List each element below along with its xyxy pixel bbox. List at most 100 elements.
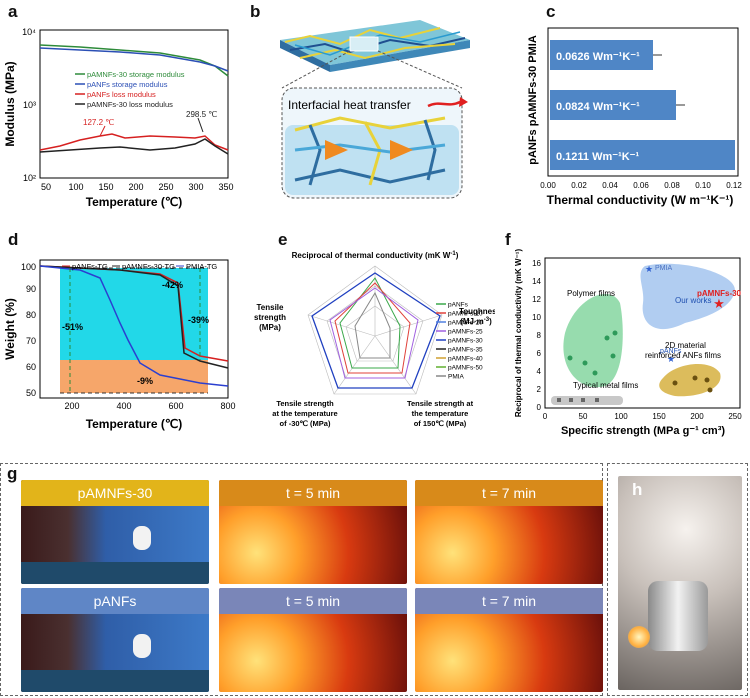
svg-text:0.12: 0.12: [726, 181, 742, 190]
svg-text:200: 200: [128, 182, 143, 192]
e-legend-label: pAMNFs-50: [448, 365, 483, 372]
f-label-ourworks: Our works: [675, 296, 711, 305]
bar-label-pamnfs30: 0.0824 Wm⁻¹K⁻¹: [556, 101, 640, 113]
e-legend-label: PMIA: [448, 374, 465, 381]
f-label-metal: Typical metal films: [573, 381, 638, 390]
f-label-panfs: pANFs: [660, 348, 682, 355]
svg-text:Tensile strength at: Tensile strength at: [407, 399, 474, 408]
svg-text:0: 0: [537, 403, 542, 412]
svg-text:strength: strength: [254, 313, 286, 322]
svg-text:12: 12: [532, 295, 541, 304]
svg-text:★: ★: [667, 354, 675, 364]
panel-label-h: h: [632, 480, 643, 499]
panel-label-c: c: [546, 2, 556, 21]
svg-text:Tensile strength: Tensile strength: [276, 399, 334, 408]
f-label-pamnfs30: pAMNFs-30: [697, 289, 742, 298]
svg-text:300: 300: [188, 182, 203, 192]
e-legend-label: pAMNFs-25: [448, 329, 483, 336]
a-ytick-2: 10⁴: [22, 27, 36, 37]
svg-text:60: 60: [26, 362, 36, 372]
e-axis-top: Reciprocal of thermal conductivity (mK W…: [292, 251, 459, 260]
diagram-b: Interfacial heat transfer: [280, 20, 470, 199]
svg-text:0: 0: [543, 412, 548, 421]
svg-text:80: 80: [26, 310, 36, 320]
f-label-polymer: Polymer films: [567, 289, 615, 298]
photo-g-2: t = 5 min: [219, 480, 407, 584]
panel-f: f ★ ★ ★ Polymer films PMIA pAMNFs-30 Our…: [495, 228, 750, 443]
ann-298: 298.5 ℃: [186, 110, 217, 119]
svg-text:100: 100: [614, 412, 628, 421]
svg-text:400: 400: [116, 401, 131, 411]
chart-a: 127.2 ℃ 298.5 ℃ pAMNFs-30 storage modulu…: [3, 27, 234, 209]
panel-label-b: b: [250, 2, 261, 21]
svg-text:★: ★: [645, 264, 653, 274]
d-ylabel: Weight (%): [3, 298, 17, 360]
f-label-2d1: 2D material: [665, 341, 706, 350]
svg-text:of 150℃ (MPa): of 150℃ (MPa): [414, 419, 467, 428]
svg-text:Tensile: Tensile: [257, 303, 285, 312]
svg-text:pANFs-TG: pANFs-TG: [72, 262, 108, 271]
svg-text:8: 8: [537, 331, 542, 340]
chart-d: -51% -42% -39% -9% pANFs-TG pAMNFs-30-TG…: [3, 259, 236, 431]
e-axis-right2: (MJ·m-3): [460, 317, 492, 326]
panel-label-e: e: [278, 230, 288, 249]
svg-text:100: 100: [68, 182, 83, 192]
svg-text:800: 800: [220, 401, 235, 411]
panel-label-f: f: [505, 230, 511, 249]
svg-text:150: 150: [98, 182, 113, 192]
c-ylabel: pANFs pAMNFs-30 PMIA: [527, 35, 539, 165]
photo-g-3: t = 7 min: [415, 480, 603, 584]
legend-a-4: pAMNFs-30 loss modulus: [87, 100, 173, 109]
svg-text:0.10: 0.10: [695, 181, 711, 190]
bar-label-pmia: 0.0626 Wm⁻¹K⁻¹: [556, 51, 640, 63]
panel-d: d -51% -42% -39% -9% pANFs-TG pAMNFs-30-…: [0, 228, 240, 443]
svg-text:6: 6: [537, 349, 542, 358]
panel-g: g pAMNFs-30 t = 5 min t = 7 min pANFs t …: [0, 463, 603, 696]
svg-text:250: 250: [728, 412, 742, 421]
ann-42: -42%: [162, 280, 183, 290]
a-ylabel: Modulus (MPa): [3, 61, 17, 146]
svg-text:14: 14: [532, 277, 541, 286]
svg-text:100: 100: [21, 262, 36, 272]
e-legend-label: pAMNFs-30: [448, 338, 483, 345]
panel-label-g: g: [7, 464, 18, 483]
c-xlabel: Thermal conductivity (W m⁻¹K⁻¹): [547, 193, 734, 207]
panel-label-d: d: [8, 230, 19, 249]
ann-39: -39%: [188, 315, 209, 325]
svg-text:★: ★: [713, 296, 725, 311]
curve-pmia-tg: [39, 265, 229, 387]
photo-g-1: pAMNFs-30: [21, 480, 209, 584]
svg-text:50: 50: [26, 388, 36, 398]
svg-text:PMIA-TG: PMIA-TG: [186, 262, 217, 271]
svg-text:0.02: 0.02: [571, 181, 587, 190]
bar-label-panfs: 0.1211 Wm⁻¹K⁻¹: [556, 151, 639, 163]
svg-text:4: 4: [537, 367, 542, 376]
bar-panfs: [550, 140, 735, 170]
photo-g-4: pANFs: [21, 588, 209, 692]
curve-pamnfs30-tg: [39, 265, 229, 369]
chart-f: ★ ★ ★ Polymer films PMIA pAMNFs-30 Our w…: [514, 249, 742, 437]
svg-text:90: 90: [26, 284, 36, 294]
e-legend-label: pAMNFs-35: [448, 347, 483, 354]
svg-text:600: 600: [168, 401, 183, 411]
svg-text:200: 200: [690, 412, 704, 421]
svg-text:0.00: 0.00: [540, 181, 556, 190]
f-label-pmia: PMIA: [655, 265, 672, 272]
panel-label-a: a: [8, 2, 18, 21]
bar-pamnfs30: [550, 90, 676, 120]
svg-text:200: 200: [64, 401, 79, 411]
bar-pmia: [550, 40, 653, 70]
panel-e: e Reciprocal of thermal conductivity (mK…: [240, 228, 502, 443]
a-ytick-1: 10³: [23, 100, 36, 110]
photo-g-6: t = 7 min: [415, 588, 603, 692]
e-legend-label: pANFs: [448, 302, 469, 309]
e-axis-right1: Toughness: [459, 307, 495, 316]
photo-h: [618, 476, 742, 690]
panel-h: h: [607, 463, 748, 696]
caption-b: Interfacial heat transfer: [288, 98, 411, 112]
svg-text:2: 2: [537, 385, 542, 394]
curve-panfs-storage: [39, 47, 229, 72]
svg-text:(MPa): (MPa): [259, 323, 281, 332]
svg-text:16: 16: [532, 259, 541, 268]
svg-text:70: 70: [26, 336, 36, 346]
